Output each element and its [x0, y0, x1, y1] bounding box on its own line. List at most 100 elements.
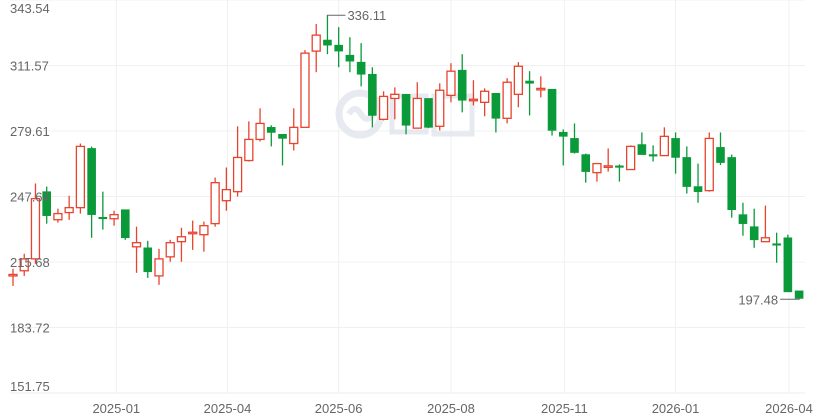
candle-body: [783, 237, 793, 293]
y-tick-label: 151.75: [10, 379, 50, 394]
candle-body: [749, 226, 759, 241]
candle-up: [300, 50, 310, 128]
candle-body: [109, 213, 119, 220]
candle-up: [232, 126, 243, 197]
candle-down: [345, 37, 355, 73]
candle-body: [311, 34, 321, 52]
candle-up: [592, 162, 602, 182]
candle-down: [368, 67, 377, 128]
candle-up: [468, 80, 479, 106]
candle-down: [772, 232, 781, 263]
y-tick-label: 279.61: [10, 124, 50, 139]
candle-up: [446, 63, 456, 103]
candle-up: [704, 132, 714, 192]
candle-down: [121, 209, 130, 240]
x-tick-label: 2025-11: [541, 401, 588, 416]
min-price-label: 197.48: [738, 292, 778, 307]
candle-up: [502, 78, 512, 124]
candle-up: [513, 62, 523, 108]
candle-down: [491, 93, 501, 133]
candle-up: [289, 108, 299, 151]
candle-up: [378, 91, 389, 121]
candle-body: [525, 80, 534, 84]
y-axis-labels: 343.54 311.57 279.61 247.64 215.68 183.72 151.…: [10, 1, 50, 394]
candle-body: [98, 216, 108, 220]
candle-body: [581, 154, 591, 172]
candle-body: [727, 157, 737, 211]
candle-body: [323, 39, 332, 46]
candle-body: [75, 145, 86, 209]
candle-body: [502, 81, 512, 119]
candle-body: [513, 65, 523, 95]
candle-up: [221, 167, 232, 211]
candle-down: [749, 208, 759, 248]
candle-up: [255, 108, 265, 142]
candle-body: [693, 186, 703, 192]
candle-body: [378, 95, 389, 120]
candle-body: [570, 138, 579, 153]
candle-body: [424, 98, 433, 128]
candle-body: [210, 182, 220, 225]
candle-up: [19, 253, 29, 276]
y-tick-label: 343.54: [10, 1, 50, 16]
candle-body: [547, 88, 557, 131]
candle-down: [738, 202, 748, 236]
candle-body: [491, 93, 501, 119]
candle-down: [323, 15, 332, 55]
candle-up: [412, 82, 422, 129]
candle-down: [727, 154, 737, 218]
candle-body: [637, 144, 647, 155]
candle-body: [435, 89, 445, 127]
candle-body: [412, 97, 422, 129]
candle-body: [143, 247, 153, 273]
candle-up: [480, 88, 490, 117]
candle-body: [19, 258, 29, 272]
candle-body: [42, 191, 51, 216]
gridlines: [10, 0, 805, 394]
candle-up: [390, 87, 400, 120]
candle-body: [8, 273, 18, 277]
candle-body: [704, 137, 714, 192]
candle-up: [311, 24, 321, 73]
candle-body: [603, 165, 613, 169]
candle-body: [738, 214, 748, 224]
candle-body: [390, 93, 400, 100]
candle-body: [53, 212, 63, 221]
candle-body: [266, 127, 276, 133]
candle-up: [154, 248, 164, 285]
candle-up: [659, 127, 669, 157]
candle-body: [671, 138, 680, 158]
candle-body: [626, 145, 636, 171]
candle-body: [401, 94, 411, 126]
x-tick-label: 2025-08: [427, 401, 475, 416]
candle-body: [232, 156, 243, 193]
candle-body: [682, 157, 692, 187]
candle-down: [648, 145, 658, 162]
candle-up: [53, 208, 63, 223]
candle-up: [626, 145, 636, 171]
candle-down: [334, 27, 343, 68]
candle-body: [300, 52, 310, 128]
candle-up: [603, 148, 613, 172]
candle-up: [165, 239, 175, 262]
candle-body: [345, 54, 355, 62]
candle-body: [87, 148, 96, 215]
x-axis-labels: 2025-01 2025-04 2025-06 2025-08 2025-11 2026-…: [92, 401, 812, 416]
candle-up: [30, 183, 41, 264]
y-tick-label: 247.64: [10, 190, 50, 205]
x-tick-label: 2025-06: [315, 401, 363, 416]
candle-body: [457, 69, 467, 101]
candle-down: [401, 94, 411, 135]
candle-body: [289, 126, 299, 145]
candle-body: [468, 98, 479, 102]
candle-down: [637, 132, 647, 155]
candle-body: [356, 61, 366, 75]
candle-down: [525, 71, 534, 116]
candle-up: [435, 83, 445, 131]
candle-body: [199, 225, 209, 236]
candle-up: [75, 143, 86, 214]
candle-down: [671, 132, 680, 174]
candle-up: [64, 195, 74, 220]
candle-body: [659, 135, 669, 157]
